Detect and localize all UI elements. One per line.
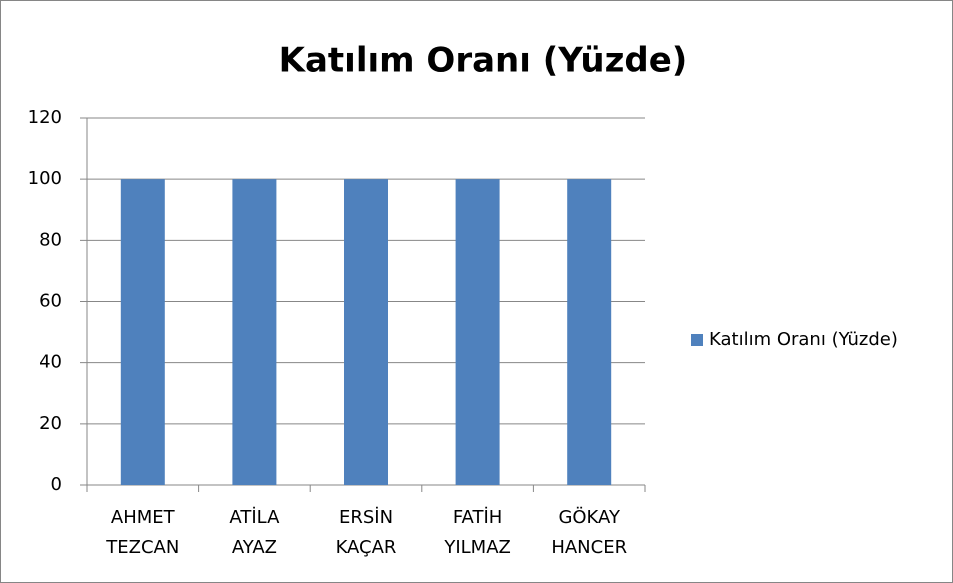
- bar: [567, 179, 612, 485]
- x-tick-label: GÖKAY HANCER: [551, 506, 627, 558]
- bar: [232, 179, 277, 485]
- x-tick-label: ATİLA AYAZ: [229, 507, 280, 558]
- y-tick-label: 60: [39, 291, 62, 312]
- y-tick-label: 40: [39, 352, 62, 373]
- legend-swatch: [691, 334, 703, 346]
- bar: [120, 179, 165, 485]
- y-tick-label: 0: [51, 474, 62, 495]
- x-tick-label: FATİH YILMAZ: [443, 507, 511, 558]
- y-tick-label: 20: [39, 413, 62, 434]
- x-tick-label: AHMET TEZCAN: [105, 507, 179, 558]
- bar: [455, 179, 500, 485]
- y-tick-label: 100: [28, 168, 62, 189]
- bar: [344, 179, 388, 485]
- y-tick-label: 80: [39, 229, 62, 250]
- y-tick-label: 120: [28, 107, 62, 128]
- chart-title: Katılım Oranı (Yüzde): [279, 41, 688, 81]
- legend-label: Katılım Oranı (Yüzde): [709, 329, 898, 350]
- x-tick-label: ERSİN KAÇAR: [336, 507, 397, 558]
